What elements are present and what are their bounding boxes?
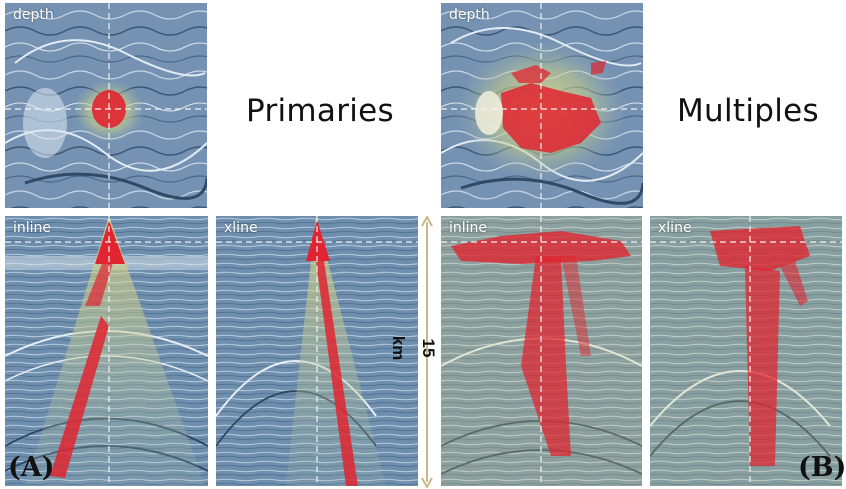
inline-section-multiples: inline bbox=[441, 216, 642, 486]
depth-slice-multiples: depth bbox=[441, 3, 643, 208]
corner-label-a: (A) bbox=[8, 452, 55, 483]
inline-label: inline bbox=[449, 220, 488, 236]
xline-label: xline bbox=[224, 220, 258, 236]
depth-label: depth bbox=[449, 7, 490, 23]
inline-section-primaries: inline bbox=[5, 216, 208, 486]
depth-slice-primaries: depth bbox=[5, 3, 207, 208]
corner-label-b: (B) bbox=[798, 452, 846, 483]
scale-bar-label: 15 km bbox=[389, 335, 438, 361]
scale-bar bbox=[421, 216, 433, 488]
xline-section-multiples: xline bbox=[650, 216, 842, 486]
primaries-heading: Primaries bbox=[246, 93, 394, 129]
xline-section-primaries: xline bbox=[216, 216, 418, 486]
inline-label: inline bbox=[13, 220, 52, 236]
multiples-heading: Multiples bbox=[677, 93, 819, 129]
depth-label: depth bbox=[13, 7, 54, 23]
xline-label: xline bbox=[658, 220, 692, 236]
